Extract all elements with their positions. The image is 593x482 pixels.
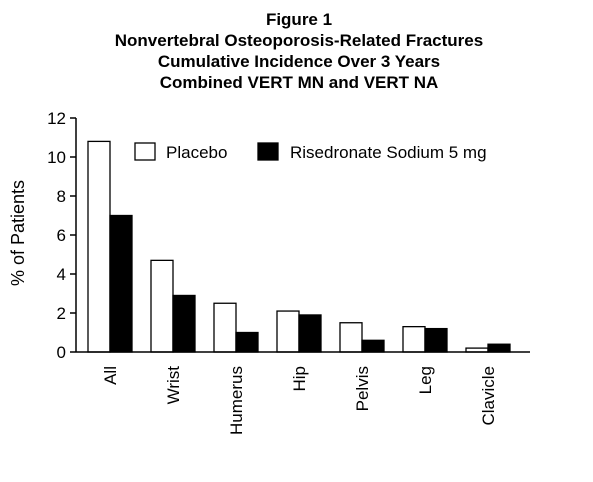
x-category-label: Humerus: [227, 366, 246, 435]
bars: [87, 140, 511, 353]
legend-label-placebo: Placebo: [166, 143, 227, 162]
y-tick-label: 10: [47, 148, 66, 167]
bar-placebo-humerus: [213, 302, 237, 353]
y-axis-title: % of Patients: [8, 180, 28, 286]
x-category-label: Pelvis: [353, 366, 372, 411]
bar-placebo-hip: [276, 310, 300, 353]
y-tick-label: 12: [47, 109, 66, 128]
bar-placebo-leg: [402, 325, 426, 353]
bar-placebo-all: [87, 140, 111, 353]
bar-placebo-pelvis: [339, 322, 363, 353]
y-tick-label: 6: [57, 226, 66, 245]
x-category-label: Hip: [290, 366, 309, 392]
x-category-label: Wrist: [164, 366, 183, 405]
bar-risedronate-all: [109, 214, 133, 353]
x-axis-labels: All Wrist Humerus Hip Pelvis Leg Clavicle: [101, 366, 498, 435]
bar-risedronate-hip: [298, 314, 322, 353]
y-tick-label: 0: [57, 343, 66, 362]
title-line-1: Figure 1: [266, 10, 332, 29]
title-line-2: Nonvertebral Osteoporosis-Related Fractu…: [115, 31, 483, 50]
legend-label-risedronate: Risedronate Sodium 5 mg: [290, 143, 487, 162]
x-category-label: Clavicle: [479, 366, 498, 426]
y-tick-label: 4: [57, 265, 66, 284]
title-line-3: Cumulative Incidence Over 3 Years: [158, 52, 440, 71]
bar-risedronate-pelvis: [361, 339, 385, 353]
y-tick-label: 8: [57, 187, 66, 206]
y-tick-label: 2: [57, 304, 66, 323]
title-line-4: Combined VERT MN and VERT NA: [160, 73, 439, 92]
bar-risedronate-leg: [424, 327, 448, 353]
x-category-label: Leg: [416, 366, 435, 394]
legend-swatch-risedronate: [257, 142, 279, 161]
legend-swatch-placebo: [134, 142, 156, 161]
bar-placebo-wrist: [150, 259, 174, 353]
bar-risedronate-humerus: [235, 331, 259, 353]
x-category-label: All: [101, 366, 120, 385]
chart-title: Figure 1 Nonvertebral Osteoporosis-Relat…: [115, 10, 483, 92]
bar-risedronate-wrist: [172, 294, 196, 353]
bar-risedronate-clavicle: [487, 343, 511, 353]
y-axis-ticks: 0 2 4 6 8 10 12: [47, 109, 76, 362]
legend: Placebo Risedronate Sodium 5 mg: [134, 142, 487, 162]
